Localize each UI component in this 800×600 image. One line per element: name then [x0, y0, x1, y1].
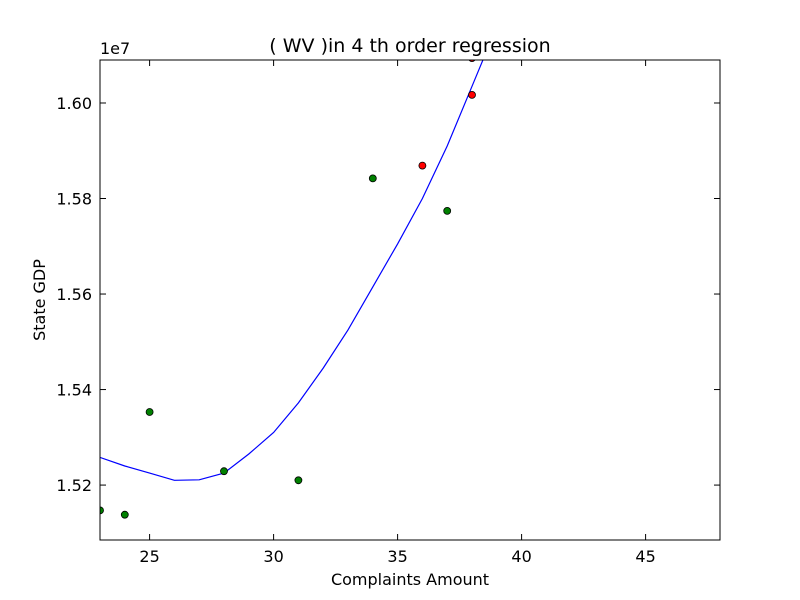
x-tick-label: 40 — [511, 547, 531, 566]
y-tick-label: 1.56 — [56, 285, 92, 304]
y-tick-label: 1.54 — [56, 381, 92, 400]
x-tick-label: 30 — [263, 547, 283, 566]
y-offset-label: 1e7 — [100, 39, 130, 58]
data-point-green — [221, 468, 228, 475]
x-tick-label: 45 — [635, 547, 655, 566]
data-point-green — [295, 477, 302, 484]
y-tick-label: 1.52 — [56, 476, 92, 495]
chart-title: ( WV )in 4 th order regression — [269, 35, 550, 57]
data-point-green — [146, 409, 153, 416]
x-axis-label: Complaints Amount — [331, 570, 489, 589]
plot-area — [100, 60, 720, 540]
data-point-green — [369, 175, 376, 182]
x-tick-label: 25 — [139, 547, 159, 566]
y-tick-label: 1.58 — [56, 190, 92, 209]
data-point-green — [444, 207, 451, 214]
data-point-red — [419, 162, 426, 169]
y-axis-label: State GDP — [30, 259, 49, 341]
y-tick-label: 1.60 — [56, 94, 92, 113]
data-point-red — [469, 91, 476, 98]
data-point-green — [121, 511, 128, 518]
x-tick-label: 35 — [387, 547, 407, 566]
